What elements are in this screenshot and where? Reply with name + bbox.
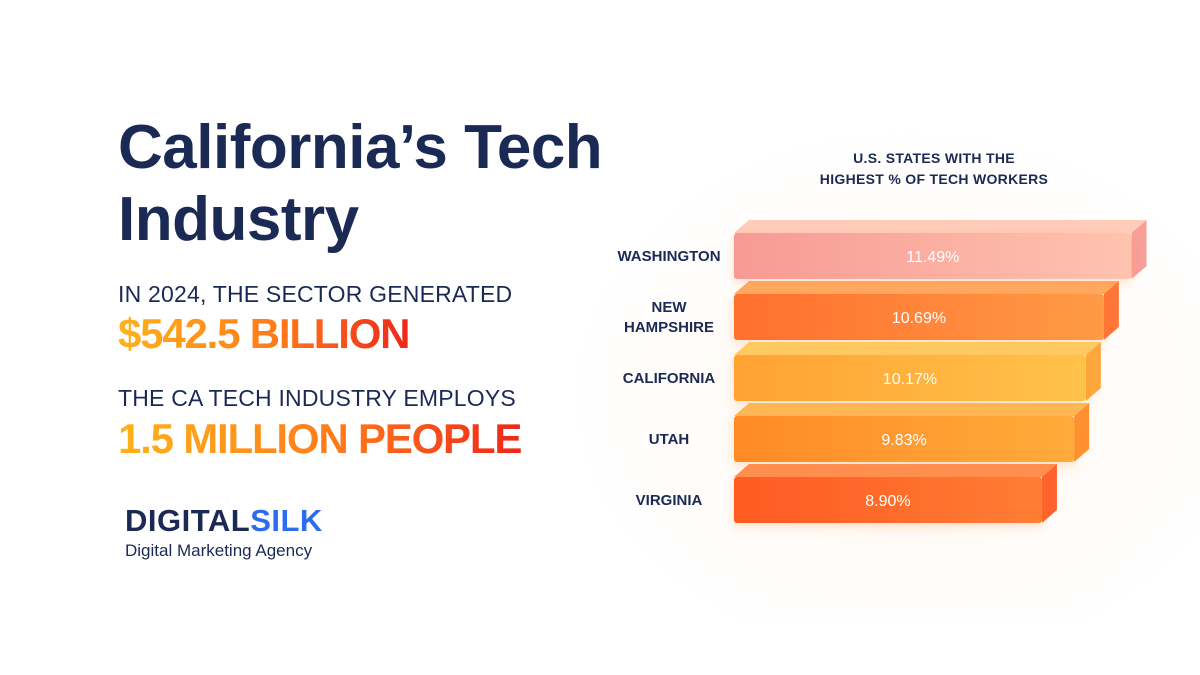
bar-top-face <box>734 342 1101 355</box>
bar-group: 9.83% UTAH <box>649 403 1090 462</box>
bar-top-face <box>734 464 1057 477</box>
chart-title-line: HIGHEST % OF TECH WORKERS <box>820 171 1048 187</box>
bar-value-label: 9.83% <box>881 432 926 449</box>
bar-category-label: VIRGINIA <box>636 492 703 509</box>
stat-employment-value: 1.5 MILLION PEOPLE <box>118 415 522 462</box>
bar-value-label: 8.90% <box>865 493 910 510</box>
bar-value-label: 11.49% <box>906 249 959 266</box>
brand-name-part2: SILK <box>250 503 323 538</box>
bar-top-face <box>734 220 1147 233</box>
stat-revenue-value: $542.5 BILLION <box>118 310 411 357</box>
bar-side-face <box>1085 342 1101 401</box>
bar-side-face <box>1131 220 1147 279</box>
bar-category-label: UTAH <box>649 431 690 448</box>
bar-category-label: NEW <box>652 299 688 316</box>
bar-category-label: CALIFORNIA <box>623 370 716 387</box>
bar-side-face <box>1074 403 1090 462</box>
bar <box>734 233 1132 279</box>
bar-top-face <box>734 403 1090 416</box>
bar-side-face <box>1041 464 1057 523</box>
bar <box>734 477 1042 523</box>
brand-name-part1: DIGITAL <box>125 503 251 538</box>
stat-revenue-lead: IN 2024, THE SECTOR GENERATED <box>118 281 513 307</box>
bar-value-label: 10.69% <box>892 310 946 327</box>
brand-tagline: Digital Marketing Agency <box>125 541 313 560</box>
bar-group: 11.49% WASHINGTON <box>617 220 1147 279</box>
bar-top-face <box>734 281 1119 294</box>
bar-category-label: HAMPSHIRE <box>624 319 714 336</box>
bar-category-label: WASHINGTON <box>617 248 720 265</box>
bar <box>734 416 1075 462</box>
bar-side-face <box>1103 281 1119 340</box>
page-title: California’s Tech Industry <box>118 113 603 254</box>
bar-group: 8.90% VIRGINIA <box>636 464 1057 523</box>
bar <box>734 294 1104 340</box>
bar-group: 10.17% CALIFORNIA <box>623 342 1101 401</box>
chart-title-line: U.S. STATES WITH THE <box>853 150 1015 166</box>
brand-logo: DIGITALSILK <box>125 503 323 539</box>
bar-value-label: 10.17% <box>883 371 937 388</box>
bar <box>734 355 1086 401</box>
stat-employment-lead: THE CA TECH INDUSTRY EMPLOYS <box>118 385 516 411</box>
bar-group: 10.69% NEW HAMPSHIRE <box>624 281 1119 340</box>
